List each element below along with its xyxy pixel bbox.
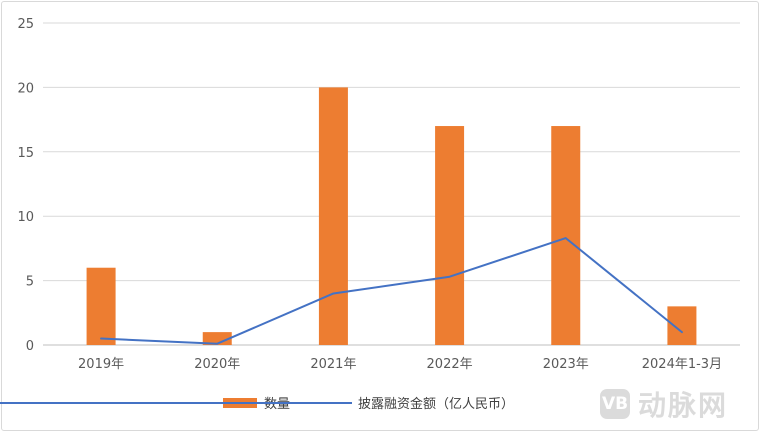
watermark-badge: VB: [600, 389, 630, 419]
x-tick-label: 2019年: [78, 357, 124, 372]
x-tick-label: 2023年: [543, 357, 589, 372]
bar: [202, 332, 232, 345]
y-tick-label: 25: [17, 17, 34, 32]
x-axis-ticks: 2019年 2020年 2021年 2022年 2023年 2024年1-3月: [78, 357, 722, 372]
x-tick-label: 2020年: [194, 357, 240, 372]
watermark-text: 动脉网: [638, 389, 729, 422]
y-tick-label: 10: [17, 210, 34, 225]
series-line: [100, 237, 683, 345]
bar: [318, 87, 348, 346]
bar: [435, 126, 465, 345]
legend-label-count: 数量: [264, 397, 290, 412]
bar: [551, 126, 581, 345]
y-tick-label: 20: [17, 81, 34, 96]
bar: [667, 306, 697, 345]
x-tick-label: 2024年1-3月: [642, 357, 722, 372]
y-tick-label: 5: [26, 275, 34, 290]
legend: 数量 披露融资金额（亿人民币）: [0, 396, 514, 412]
bar-series: [86, 87, 697, 346]
x-tick-label: 2022年: [427, 357, 473, 372]
y-tick-label: 0: [26, 339, 34, 354]
legend-label-amount: 披露融资金额（亿人民币）: [358, 396, 514, 412]
watermark-logo: VB 动脉网: [600, 384, 728, 424]
y-axis-ticks: 0 5 10 15 20 25: [17, 17, 34, 354]
y-tick-label: 15: [17, 146, 34, 161]
x-tick-label: 2021年: [310, 357, 356, 372]
bar: [86, 267, 116, 345]
line-series: [100, 237, 683, 345]
gridlines: [43, 22, 740, 346]
